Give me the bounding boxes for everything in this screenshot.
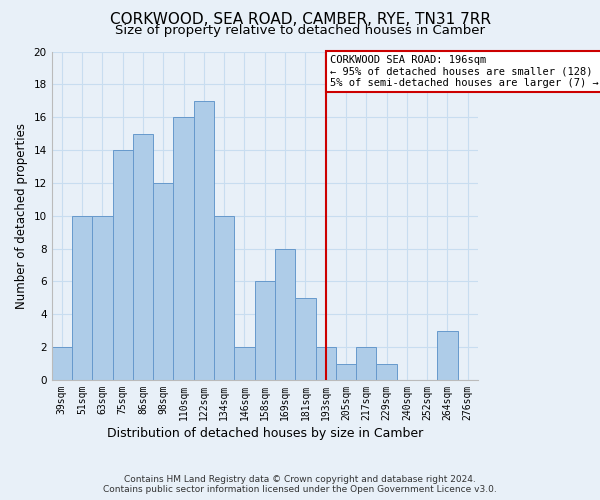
Bar [133,134,153,380]
Bar [235,347,254,380]
Bar [254,282,275,380]
Bar [113,150,133,380]
Bar [52,347,72,380]
Bar [72,216,92,380]
Bar [316,347,336,380]
Bar [336,364,356,380]
Text: CORKWOOD, SEA ROAD, CAMBER, RYE, TN31 7RR: CORKWOOD, SEA ROAD, CAMBER, RYE, TN31 7R… [110,12,491,28]
Y-axis label: Number of detached properties: Number of detached properties [15,122,28,308]
X-axis label: Distribution of detached houses by size in Camber: Distribution of detached houses by size … [107,427,423,440]
Bar [275,248,295,380]
Bar [356,347,376,380]
Bar [376,364,397,380]
Bar [295,298,316,380]
Text: Contains HM Land Registry data © Crown copyright and database right 2024.
Contai: Contains HM Land Registry data © Crown c… [103,474,497,494]
Bar [92,216,113,380]
Bar [437,330,458,380]
Text: CORKWOOD SEA ROAD: 196sqm
← 95% of detached houses are smaller (128)
5% of semi-: CORKWOOD SEA ROAD: 196sqm ← 95% of detac… [330,55,598,88]
Bar [214,216,235,380]
Bar [153,183,173,380]
Text: Size of property relative to detached houses in Camber: Size of property relative to detached ho… [115,24,485,37]
Bar [194,101,214,380]
Bar [173,117,194,380]
